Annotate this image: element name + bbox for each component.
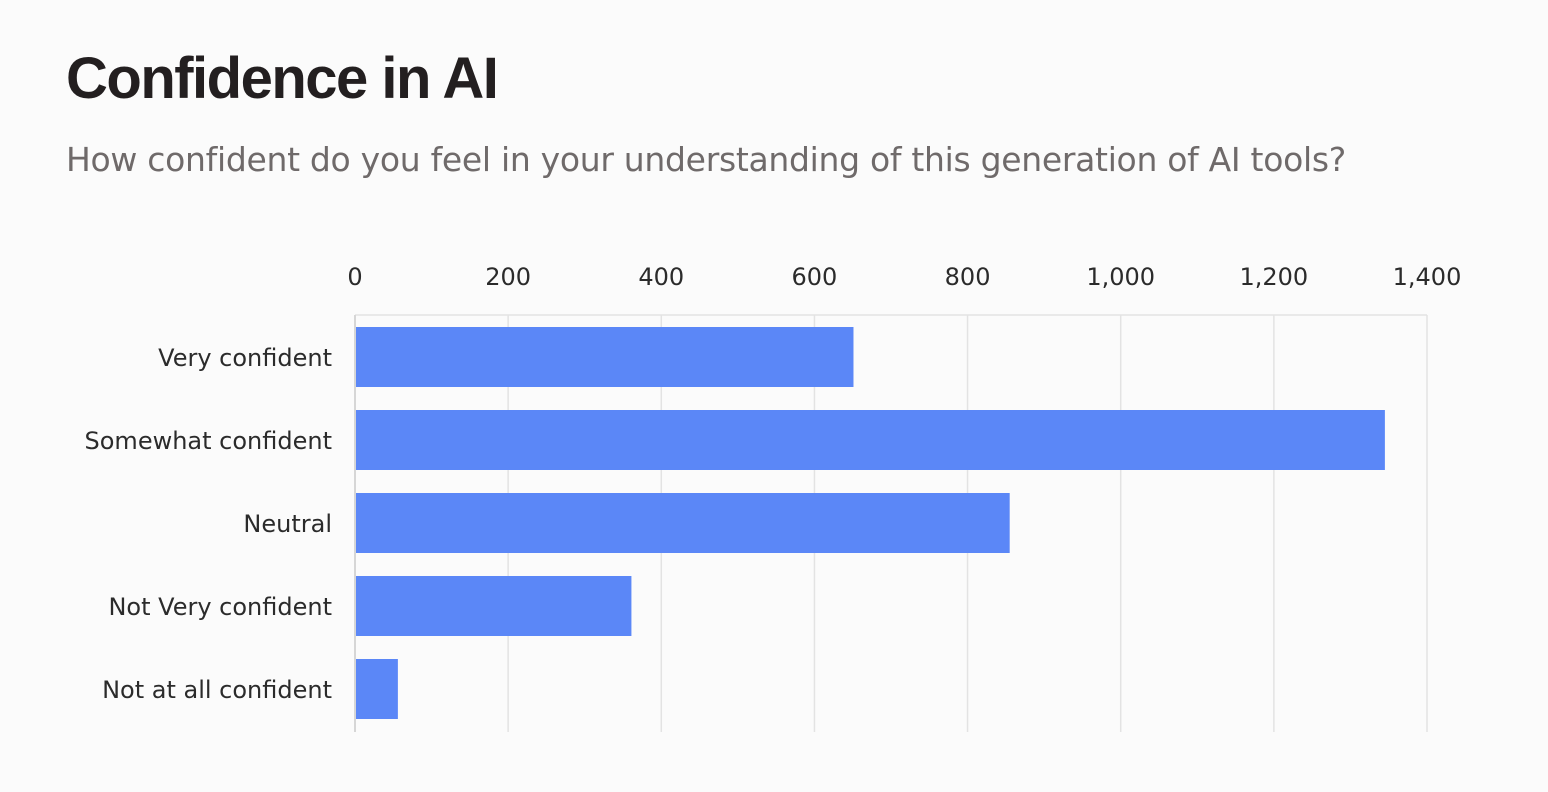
x-tick-label: 800 [945, 263, 991, 291]
x-tick-label: 1,000 [1086, 263, 1155, 291]
x-tick-label: 1,400 [1393, 263, 1462, 291]
category-label: Not at all confident [102, 676, 332, 704]
category-label: Somewhat confident [85, 427, 332, 455]
x-tick-labels: 0 200 400 600 800 1,000 1,200 1,400 [347, 263, 1461, 291]
category-label: Neutral [243, 510, 332, 538]
x-tick-label: 1,200 [1239, 263, 1308, 291]
x-tick-label: 0 [347, 263, 362, 291]
bars [355, 327, 1385, 719]
chart-subtitle: How confident do you feel in your unders… [66, 140, 1346, 179]
category-labels: Very confident Somewhat confident Neutral N… [85, 344, 332, 704]
chart-title: Confidence in AI [66, 46, 499, 111]
bar [355, 576, 632, 636]
x-tick-label: 600 [792, 263, 838, 291]
bar [355, 410, 1385, 470]
x-tick-label: 200 [485, 263, 531, 291]
axis [354, 314, 1427, 732]
bar [355, 659, 398, 719]
x-tick-label: 400 [638, 263, 684, 291]
category-label: Not Very confident [108, 593, 332, 621]
bar [355, 327, 854, 387]
category-label: Very confident [158, 344, 332, 372]
bar [355, 493, 1010, 553]
